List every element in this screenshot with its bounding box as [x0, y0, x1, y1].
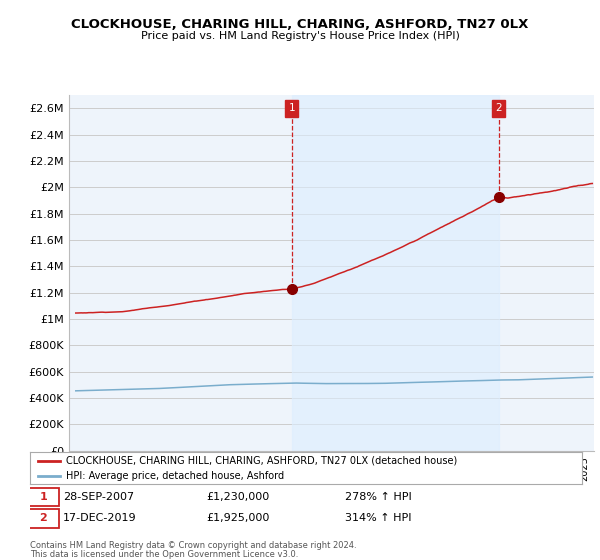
- Text: CLOCKHOUSE, CHARING HILL, CHARING, ASHFORD, TN27 0LX (detached house): CLOCKHOUSE, CHARING HILL, CHARING, ASHFO…: [66, 456, 457, 466]
- Text: HPI: Average price, detached house, Ashford: HPI: Average price, detached house, Ashf…: [66, 472, 284, 481]
- Text: 28-SEP-2007: 28-SEP-2007: [63, 492, 134, 502]
- Text: £1,230,000: £1,230,000: [206, 492, 270, 502]
- Text: Contains HM Land Registry data © Crown copyright and database right 2024.: Contains HM Land Registry data © Crown c…: [30, 541, 356, 550]
- FancyBboxPatch shape: [27, 488, 59, 506]
- Text: Price paid vs. HM Land Registry's House Price Index (HPI): Price paid vs. HM Land Registry's House …: [140, 31, 460, 41]
- Text: 278% ↑ HPI: 278% ↑ HPI: [344, 492, 412, 502]
- Text: 2: 2: [40, 514, 47, 524]
- Text: 2: 2: [496, 104, 502, 113]
- Text: 1: 1: [40, 492, 47, 502]
- Text: 1: 1: [289, 104, 295, 113]
- Bar: [292, 95, 499, 451]
- Text: 17-DEC-2019: 17-DEC-2019: [63, 514, 137, 524]
- Text: £1,925,000: £1,925,000: [206, 514, 270, 524]
- Text: 314% ↑ HPI: 314% ↑ HPI: [344, 514, 411, 524]
- FancyBboxPatch shape: [27, 510, 59, 528]
- Text: This data is licensed under the Open Government Licence v3.0.: This data is licensed under the Open Gov…: [30, 550, 298, 559]
- Text: CLOCKHOUSE, CHARING HILL, CHARING, ASHFORD, TN27 0LX: CLOCKHOUSE, CHARING HILL, CHARING, ASHFO…: [71, 18, 529, 31]
